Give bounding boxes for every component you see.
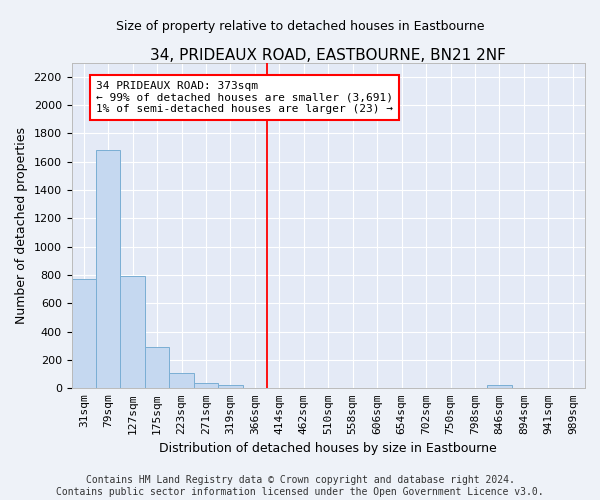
Bar <box>169 374 194 388</box>
Y-axis label: Number of detached properties: Number of detached properties <box>15 127 28 324</box>
Bar <box>487 386 512 388</box>
Bar <box>145 346 169 389</box>
Bar <box>96 150 121 388</box>
Bar <box>121 276 145 388</box>
Text: 34 PRIDEAUX ROAD: 373sqm
← 99% of detached houses are smaller (3,691)
1% of semi: 34 PRIDEAUX ROAD: 373sqm ← 99% of detach… <box>96 81 393 114</box>
Bar <box>71 279 96 388</box>
Bar <box>194 383 218 388</box>
Bar <box>218 385 242 388</box>
Text: Size of property relative to detached houses in Eastbourne: Size of property relative to detached ho… <box>116 20 484 33</box>
Text: Contains HM Land Registry data © Crown copyright and database right 2024.
Contai: Contains HM Land Registry data © Crown c… <box>56 476 544 497</box>
Title: 34, PRIDEAUX ROAD, EASTBOURNE, BN21 2NF: 34, PRIDEAUX ROAD, EASTBOURNE, BN21 2NF <box>151 48 506 62</box>
X-axis label: Distribution of detached houses by size in Eastbourne: Distribution of detached houses by size … <box>160 442 497 455</box>
